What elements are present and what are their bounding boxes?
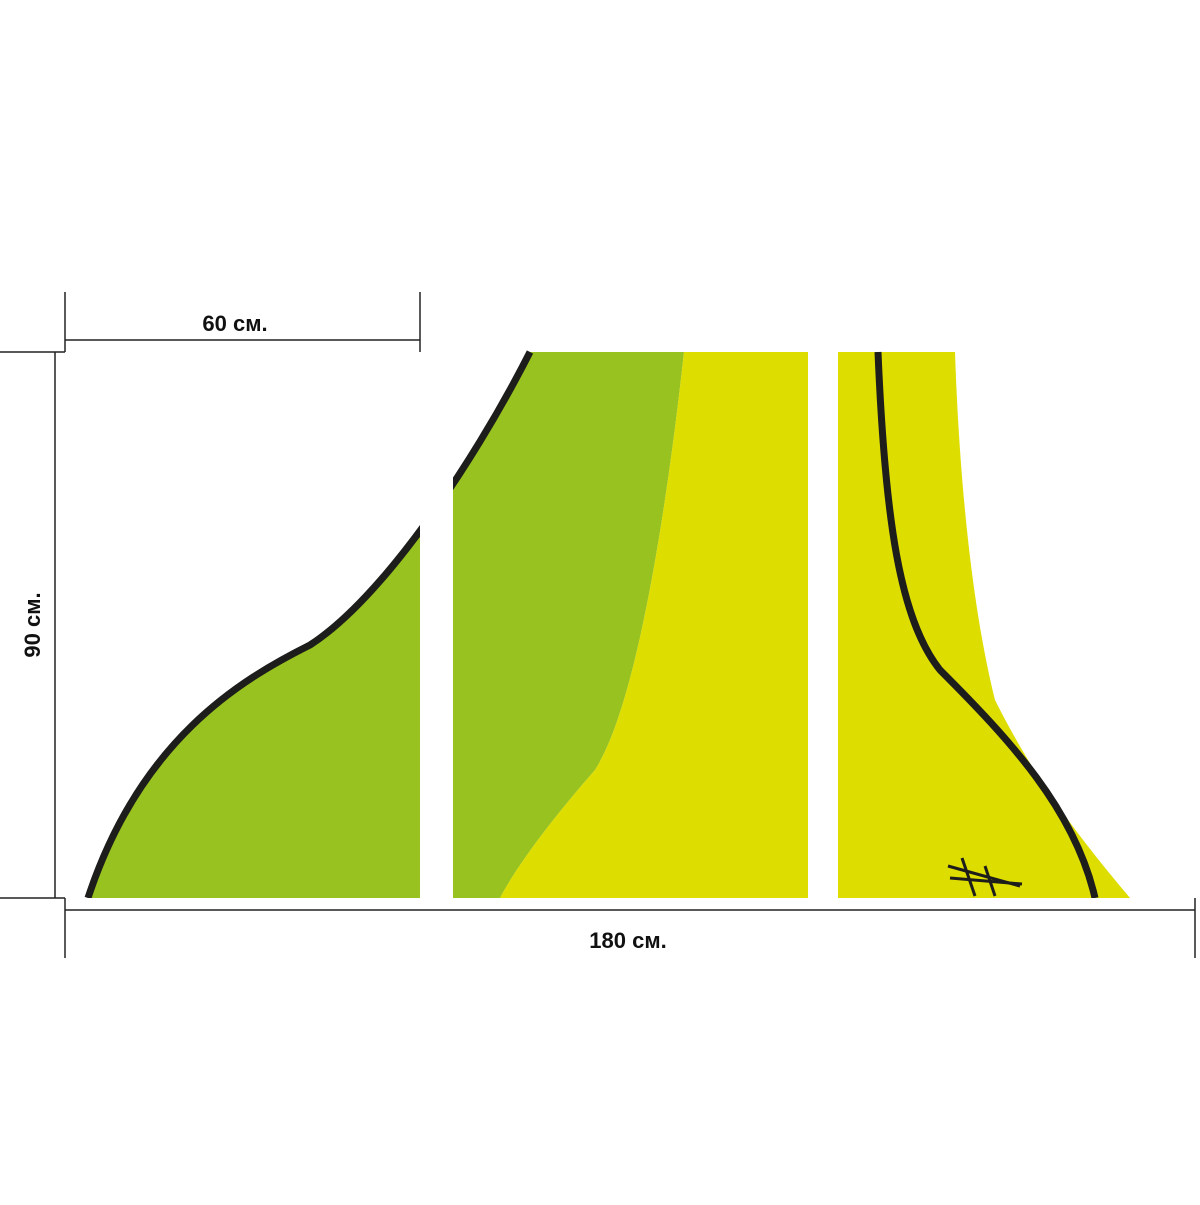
panel-edge: [1195, 340, 1200, 910]
hash-mark: [947, 857, 1023, 897]
panel-gap: [420, 340, 453, 910]
panel-edge: [60, 898, 1200, 910]
panel-gap: [808, 340, 838, 910]
curve-right: [874, 351, 1099, 899]
dimension-lines: [0, 292, 1196, 958]
artwork: [60, 340, 1200, 910]
width-label: 60 см.: [202, 311, 267, 336]
height-label: 90 см.: [20, 592, 45, 657]
green-area: [88, 352, 684, 898]
curve-left: [84, 350, 534, 900]
total-width-label: 180 см.: [589, 928, 666, 953]
